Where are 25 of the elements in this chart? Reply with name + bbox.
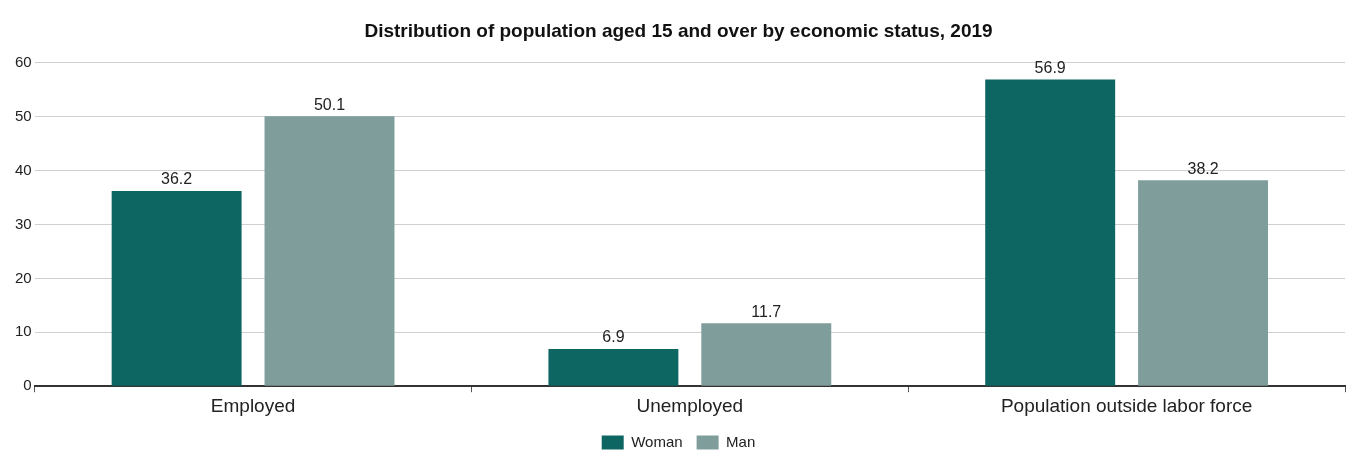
data-label: 36.2 bbox=[161, 170, 193, 188]
x-tick-label: Employed bbox=[210, 394, 296, 416]
data-label: 50.1 bbox=[313, 95, 346, 113]
bar bbox=[548, 349, 679, 386]
y-tick-label: 50 bbox=[15, 106, 32, 124]
data-label: 38.2 bbox=[1187, 159, 1219, 177]
bar bbox=[701, 323, 832, 386]
legend-label: Man bbox=[726, 432, 756, 450]
y-tick-label: 60 bbox=[15, 52, 32, 70]
data-label: 6.9 bbox=[602, 328, 625, 346]
data-label: 11.7 bbox=[751, 302, 782, 320]
bar bbox=[1138, 180, 1269, 386]
chart-title: Distribution of population aged 15 and over by economic status, 2019 bbox=[364, 19, 993, 41]
x-tick-label: Population outside labor force bbox=[1000, 394, 1253, 416]
legend-label: Woman bbox=[631, 432, 683, 450]
bar bbox=[111, 191, 242, 386]
bar bbox=[264, 116, 395, 386]
y-tick-label: 20 bbox=[15, 268, 32, 286]
y-tick-label: 0 bbox=[23, 376, 32, 394]
data-label: 56.9 bbox=[1034, 58, 1066, 76]
y-tick-label: 30 bbox=[15, 214, 32, 232]
x-tick-label: Unemployed bbox=[636, 394, 744, 416]
bar bbox=[985, 79, 1116, 386]
y-tick-label: 40 bbox=[15, 160, 32, 178]
y-tick-label: 10 bbox=[15, 322, 32, 340]
